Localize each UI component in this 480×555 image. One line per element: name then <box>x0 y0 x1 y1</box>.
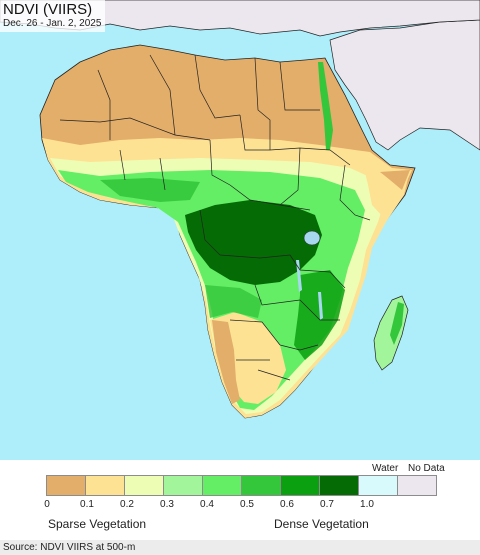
congo-forest <box>185 200 322 285</box>
legend-tick-0: 0 <box>44 499 50 510</box>
nile-strip <box>318 62 333 150</box>
legend-swatch-8 <box>358 475 398 496</box>
ndvi-map: NDVI (VIIRS) Dec. 26 - Jan. 2, 2025 <box>0 0 480 460</box>
east-africa-green <box>294 270 345 360</box>
legend-tick-8: 1.0 <box>360 499 374 510</box>
legend-swatch-4 <box>202 475 242 496</box>
horn-tip <box>380 170 410 190</box>
legend-swatches <box>46 475 437 496</box>
legend-tick-6: 0.6 <box>280 499 294 510</box>
namib-desert <box>212 320 240 404</box>
angola-green <box>205 285 262 318</box>
source-caption: Source: NDVI VIIRS at 500-m <box>0 540 480 555</box>
map-title-box: NDVI (VIIRS) Dec. 26 - Jan. 2, 2025 <box>0 0 106 32</box>
legend-swatch-9 <box>397 475 437 496</box>
legend-tick-7: 0.7 <box>320 499 334 510</box>
lake-victoria <box>303 230 321 246</box>
legend-swatch-7 <box>319 475 359 496</box>
lake-malawi <box>318 292 323 320</box>
madagascar-green <box>390 302 404 345</box>
legend-tick-5: 0.5 <box>240 499 254 510</box>
mid-green-ring <box>100 178 200 202</box>
legend-tick-4: 0.4 <box>200 499 214 510</box>
legend-nodata-label: No Data <box>408 463 445 474</box>
map-date-range: Dec. 26 - Jan. 2, 2025 <box>3 18 102 29</box>
legend-tick-2: 0.2 <box>120 499 134 510</box>
legend-low-label: Sparse Vegetation <box>48 517 147 531</box>
map-title: NDVI (VIIRS) <box>3 1 93 18</box>
legend-water-label: Water <box>372 463 399 474</box>
legend-swatch-1 <box>85 475 125 496</box>
legend-swatch-5 <box>241 475 281 496</box>
legend-swatch-2 <box>124 475 164 496</box>
legend-tick-3: 0.3 <box>160 499 174 510</box>
legend-tick-1: 0.1 <box>80 499 94 510</box>
country-borders <box>59 54 371 381</box>
legend-swatch-3 <box>163 475 203 496</box>
lake-tanganyika <box>296 260 302 292</box>
africa-map-svg <box>0 0 480 419</box>
legend-high-label: Dense Vegetation <box>274 517 369 531</box>
legend: Water No Data 0 0.1 0.2 0.3 0.4 0.5 0.6 0.7 1.0 … <box>0 460 480 540</box>
arabia-landmass <box>329 19 480 151</box>
legend-swatch-0 <box>46 475 86 496</box>
legend-swatch-6 <box>280 475 320 496</box>
